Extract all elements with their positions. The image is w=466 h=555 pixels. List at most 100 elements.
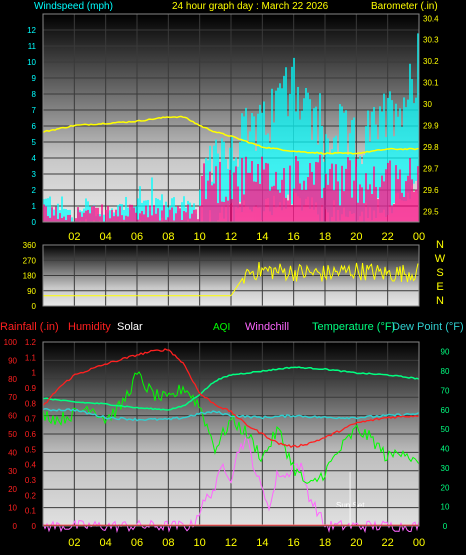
rain-tick-label: 0 bbox=[32, 522, 37, 531]
rainfall-axis-title: Rainfall (.in) bbox=[0, 321, 59, 333]
x-tick-label: 12 bbox=[225, 537, 237, 549]
wind-direction-line bbox=[43, 261, 419, 297]
windspeed-tick-label: 6 bbox=[32, 122, 37, 131]
humidity-tick-label: 0 bbox=[13, 522, 18, 531]
x-tick-label: 22 bbox=[382, 537, 394, 549]
compass-label: S bbox=[436, 267, 443, 279]
barometer-tick-label: 30.3 bbox=[423, 36, 439, 45]
x-tick-label: 02 bbox=[68, 231, 80, 243]
windspeed-tick-label: 1 bbox=[32, 202, 37, 211]
barometer-tick-label: 29.6 bbox=[423, 186, 439, 195]
x-tick-label: 04 bbox=[100, 537, 112, 549]
humidity-legend: Humidity bbox=[68, 321, 111, 333]
humidity-tick-label: 60 bbox=[8, 412, 17, 421]
x-tick-label: 02 bbox=[68, 537, 80, 549]
windspeed-tick-label: 9 bbox=[32, 74, 37, 83]
direction-panel-frame bbox=[42, 244, 420, 307]
windspeed-tick-label: 12 bbox=[27, 26, 36, 35]
humidity-tick-label: 80 bbox=[8, 375, 17, 384]
rain-tick-label: 0.2 bbox=[25, 491, 37, 500]
barometer-tick-label: 30.1 bbox=[423, 79, 439, 88]
windspeed-tick-label: 5 bbox=[32, 138, 37, 147]
barometer-tick-label: 29.5 bbox=[423, 207, 439, 216]
humidity-panel-frame bbox=[42, 341, 420, 527]
x-tick-label: 10 bbox=[194, 537, 206, 549]
barometer-tick-label: 29.8 bbox=[423, 143, 439, 152]
rain-tick-label: 0.8 bbox=[25, 399, 37, 408]
humidity-tick-label: 70 bbox=[8, 393, 17, 402]
compass-label: E bbox=[436, 281, 443, 293]
temperature-tick-label: 80 bbox=[441, 367, 450, 376]
barometer-axis-title: Barometer (.in) bbox=[371, 1, 438, 12]
compass-label: W bbox=[435, 253, 446, 265]
x-tick-label: 00 bbox=[413, 231, 425, 243]
windspeed-tick-label: 3 bbox=[32, 170, 37, 179]
humidity-tick-label: 30 bbox=[8, 467, 17, 476]
rain-tick-label: 0.5 bbox=[25, 445, 37, 454]
temperature-tick-label: 40 bbox=[441, 445, 450, 454]
solar-legend: Solar bbox=[117, 321, 143, 333]
x-tick-label: 20 bbox=[350, 231, 362, 243]
compass-label: N bbox=[436, 239, 444, 251]
humidity-tick-label: 90 bbox=[8, 356, 17, 365]
dew-point-axis-title: Dew Point (°F) bbox=[392, 321, 464, 333]
windspeed-tick-label: 11 bbox=[28, 42, 37, 51]
rain-tick-label: 0.1 bbox=[25, 507, 37, 516]
x-tick-label: 00 bbox=[413, 537, 425, 549]
x-tick-label: 20 bbox=[350, 537, 362, 549]
barometer-tick-label: 29.9 bbox=[423, 122, 439, 131]
temperature-tick-label: 10 bbox=[441, 503, 450, 512]
x-tick-label: 08 bbox=[162, 537, 174, 549]
barometer-tick-label: 30.2 bbox=[423, 57, 439, 66]
x-tick-label: 08 bbox=[162, 231, 174, 243]
barometer-line bbox=[42, 115, 420, 155]
rain-tick-label: 0.7 bbox=[25, 415, 37, 424]
humidity-line bbox=[42, 348, 420, 449]
x-tick-label: 22 bbox=[382, 231, 394, 243]
aqi-legend: AQI bbox=[213, 322, 230, 333]
chart-title: 24 hour graph day : March 22 2026 bbox=[172, 1, 329, 12]
aqi-line bbox=[42, 371, 420, 484]
temperature-tick-label: 30 bbox=[441, 464, 450, 473]
temperature-tick-label: 0 bbox=[443, 522, 448, 531]
temperature-line bbox=[42, 366, 420, 411]
rain-tick-label: 1.2 bbox=[25, 338, 37, 347]
gust-series bbox=[43, 154, 419, 222]
temperature-axis-title: Temperature (°F) bbox=[312, 321, 395, 333]
windspeed-tick-label: 2 bbox=[32, 186, 37, 195]
sunset-annotation: Sun Set bbox=[336, 501, 365, 510]
windchill-legend: Windchill bbox=[245, 321, 289, 333]
temperature-tick-label: 50 bbox=[441, 425, 450, 434]
rain-tick-label: 0.3 bbox=[25, 476, 37, 485]
x-tick-label: 06 bbox=[131, 537, 143, 549]
direction-tick-label: 360 bbox=[23, 241, 37, 250]
x-tick-label: 16 bbox=[288, 537, 300, 549]
x-tick-label: 14 bbox=[256, 537, 268, 549]
dew-point-line bbox=[42, 407, 420, 422]
humidity-tick-label: 20 bbox=[8, 485, 17, 494]
x-tick-label: 12 bbox=[225, 231, 237, 243]
humidity-tick-label: 40 bbox=[8, 448, 17, 457]
x-tick-label: 06 bbox=[131, 231, 143, 243]
humidity-tick-label: 50 bbox=[8, 430, 17, 439]
barometer-tick-label: 29.7 bbox=[423, 164, 439, 173]
temperature-tick-label: 60 bbox=[441, 406, 450, 415]
humidity-tick-label: 10 bbox=[8, 504, 17, 513]
windspeed-tick-label: 7 bbox=[32, 106, 37, 115]
x-tick-label: 18 bbox=[319, 537, 331, 549]
x-tick-label: 18 bbox=[319, 231, 331, 243]
rain-tick-label: 1 bbox=[32, 369, 37, 378]
x-tick-label: 10 bbox=[194, 231, 206, 243]
x-tick-label: 04 bbox=[100, 231, 112, 243]
rain-tick-label: 1.1 bbox=[25, 353, 37, 362]
direction-tick-label: 0 bbox=[32, 302, 37, 311]
compass-label: N bbox=[436, 295, 444, 307]
windspeed-tick-label: 0 bbox=[32, 218, 37, 227]
direction-tick-label: 180 bbox=[23, 272, 37, 281]
windspeed-panel-frame bbox=[42, 13, 420, 223]
windspeed-tick-label: 10 bbox=[27, 58, 36, 67]
direction-tick-label: 270 bbox=[23, 256, 37, 265]
windspeed-axis-title: Windspeed (mph) bbox=[34, 1, 113, 12]
